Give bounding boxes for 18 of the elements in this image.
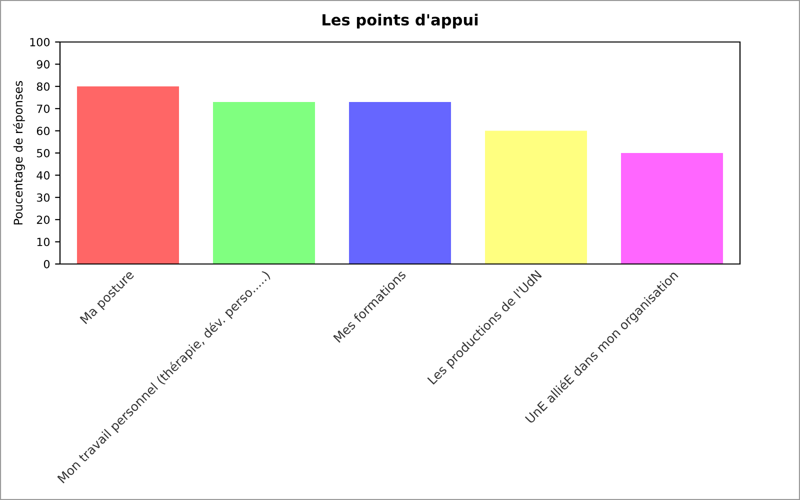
- bar: [621, 153, 723, 264]
- y-tick-label: 30: [36, 193, 50, 202]
- y-tick-label: 40: [36, 171, 50, 180]
- y-tick-label: 0: [44, 260, 50, 268]
- y-tick-label: 50: [36, 148, 50, 158]
- y-tick-label: 20: [36, 216, 50, 224]
- y-axis-title: Poucentage de réponses: [13, 81, 25, 224]
- y-tick-label: 80: [36, 82, 50, 91]
- y-tick-label: 60: [36, 126, 50, 136]
- bar: [349, 102, 451, 264]
- bar: [213, 102, 315, 264]
- y-tick-label: 100: [30, 38, 50, 46]
- y-tick-label: 90: [36, 60, 50, 69]
- bar: [77, 86, 179, 264]
- chart-title: Les points d'appui: [322, 14, 478, 29]
- y-tick-label: 10: [37, 238, 50, 246]
- bar: [485, 130, 587, 264]
- y-tick-label: 70: [37, 104, 50, 113]
